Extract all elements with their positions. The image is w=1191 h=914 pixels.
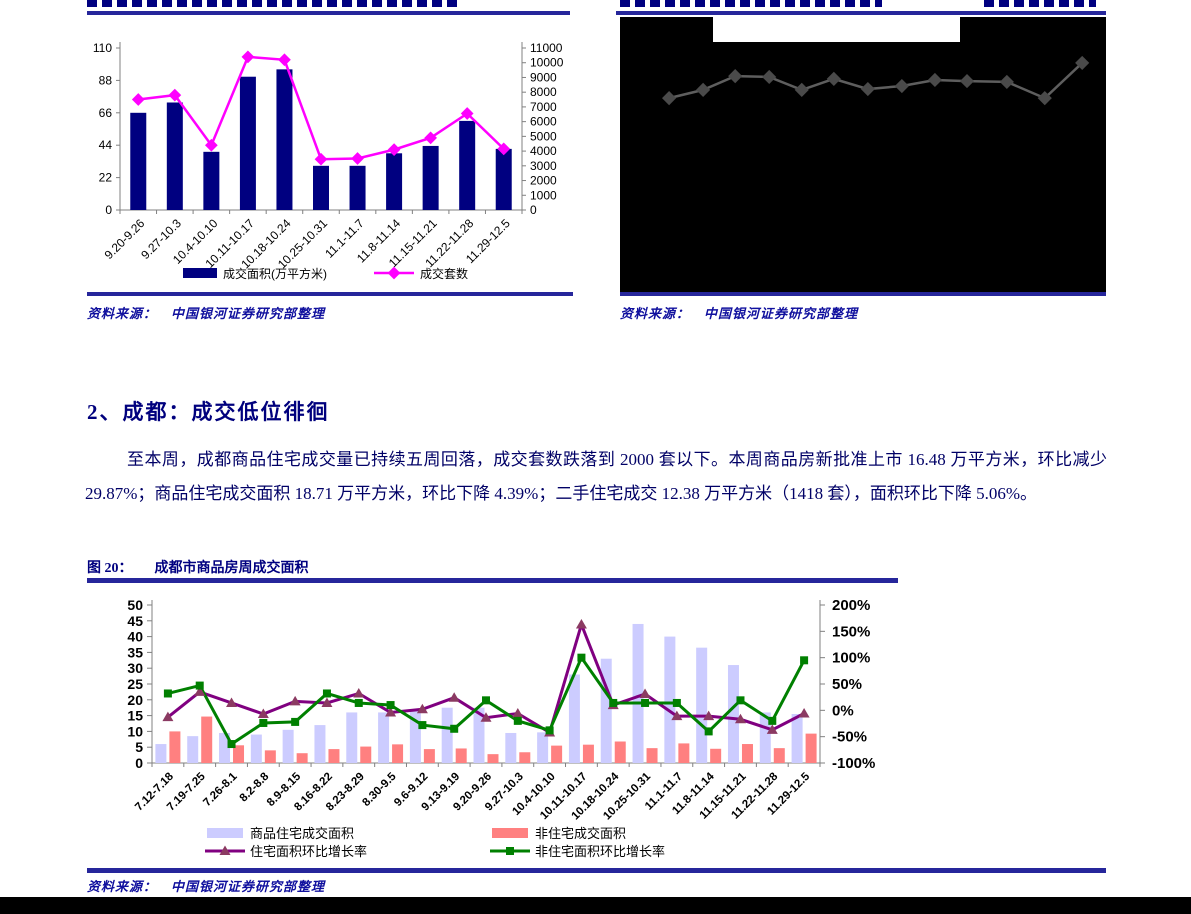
svg-text:5000: 5000	[530, 129, 557, 143]
svg-text:5: 5	[135, 739, 143, 755]
clipped-figure-title-left	[87, 0, 397, 7]
rule-top-right-figure	[616, 11, 1106, 15]
svg-text:0: 0	[105, 203, 112, 217]
svg-text:35: 35	[127, 644, 143, 660]
svg-text:44: 44	[99, 138, 113, 152]
svg-text:45: 45	[127, 613, 143, 629]
svg-text:66: 66	[99, 106, 113, 120]
section-heading: 2、成都：成交低位徘徊	[87, 400, 330, 424]
svg-text:50%: 50%	[832, 676, 862, 693]
svg-text:1000: 1000	[530, 188, 557, 202]
svg-text:88: 88	[99, 73, 113, 87]
svg-text:7000: 7000	[530, 100, 557, 114]
svg-text:200%: 200%	[832, 597, 870, 614]
source-note-right: 资料来源： 中国银河证券研究部整理	[620, 306, 859, 321]
svg-text:22: 22	[99, 171, 113, 185]
svg-text:商品住宅成交面积: 商品住宅成交面积	[250, 826, 354, 841]
svg-text:非住宅成交面积: 非住宅成交面积	[535, 826, 626, 841]
svg-text:0%: 0%	[832, 702, 854, 719]
rule-bottom-figure20	[87, 868, 1106, 873]
svg-text:-100%: -100%	[832, 755, 875, 772]
svg-text:6000: 6000	[530, 115, 557, 129]
svg-text:10: 10	[127, 723, 143, 739]
svg-text:成交套数: 成交套数	[420, 266, 468, 281]
svg-text:2000: 2000	[530, 174, 557, 188]
svg-text:8000: 8000	[530, 85, 557, 99]
gray-line-plot	[620, 17, 1106, 297]
clipped-figure-title-right	[620, 0, 882, 7]
rule-bottom-right-figure	[620, 292, 1106, 296]
chart-chengdu-fig20: 0 5 10 15 20 25 30 35 40 45 50 -100% -50% 0% 50% 100% 15…	[87, 585, 893, 868]
figure20-caption-title: 成都市商品房周成交面积	[154, 561, 309, 576]
body-paragraph: 至本周，成都商品住宅成交量已持续五周回落，成交套数跌落到 2000 套以下。本周…	[85, 450, 1107, 503]
svg-text:7.26-8.1: 7.26-8.1	[201, 770, 240, 809]
svg-text:15: 15	[127, 708, 143, 724]
svg-text:0: 0	[530, 203, 537, 217]
svg-text:-50%: -50%	[832, 729, 867, 746]
footer-black-strip	[0, 897, 1191, 914]
svg-text:11000: 11000	[530, 41, 563, 55]
svg-text:150%: 150%	[832, 623, 870, 640]
clipped-figure-title-left-2	[402, 0, 460, 7]
white-mask-box	[713, 17, 960, 42]
chart-weekly-sales-left: 0 22 44 66 88 110 0 1000 2000 3000 4000 5000 6000 700…	[87, 17, 570, 288]
source-note-left: 资料来源： 中国银河证券研究部整理	[87, 306, 326, 321]
svg-text:4000: 4000	[530, 144, 557, 158]
svg-text:3000: 3000	[530, 159, 557, 173]
svg-text:住宅面积环比增长率: 住宅面积环比增长率	[250, 844, 367, 859]
svg-text:30: 30	[127, 660, 143, 676]
rule-top-left-figure	[87, 11, 570, 15]
rule-top-figure20	[87, 578, 898, 583]
figure20-caption: 图 20： 成都市商品房周成交面积	[87, 557, 309, 577]
svg-text:9000: 9000	[530, 70, 557, 84]
svg-text:20: 20	[127, 692, 143, 708]
svg-text:成交面积(万平方米): 成交面积(万平方米)	[223, 266, 327, 281]
svg-text:0: 0	[135, 755, 143, 771]
svg-text:8.30-9.5: 8.30-9.5	[360, 770, 399, 809]
svg-text:非住宅面积环比增长率: 非住宅面积环比增长率	[535, 844, 665, 859]
svg-text:50: 50	[127, 597, 143, 613]
svg-text:100%: 100%	[832, 650, 870, 667]
chart-masked-right	[620, 17, 1106, 292]
svg-text:25: 25	[127, 676, 143, 692]
svg-text:40: 40	[127, 629, 143, 645]
source-note-bottom: 资料来源： 中国银河证券研究部整理	[87, 879, 326, 894]
clipped-figure-title-right-2	[984, 0, 1096, 7]
svg-text:10000: 10000	[530, 56, 564, 70]
rule-bottom-left-figure	[87, 292, 573, 296]
svg-text:110: 110	[93, 41, 112, 55]
figure20-caption-label: 图 20：	[87, 561, 133, 576]
